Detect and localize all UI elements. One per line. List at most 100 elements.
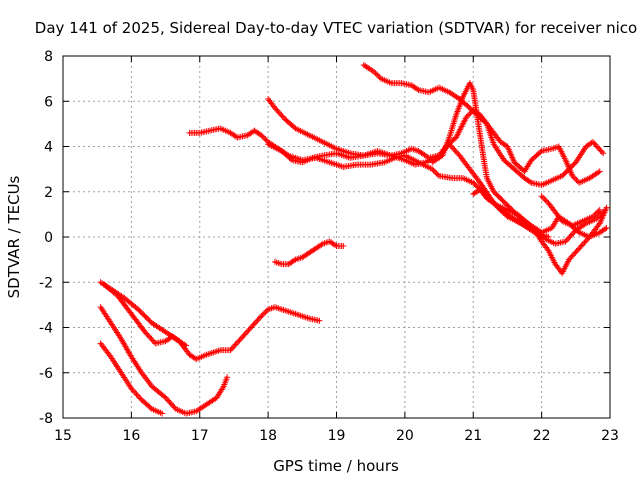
data-point bbox=[566, 234, 573, 241]
data-point bbox=[149, 337, 156, 344]
data-point bbox=[571, 250, 578, 257]
data-point bbox=[577, 243, 584, 250]
data-point bbox=[129, 387, 136, 394]
data-point bbox=[429, 166, 436, 173]
data-point bbox=[592, 210, 599, 217]
data-point bbox=[539, 194, 546, 201]
data-point bbox=[567, 232, 574, 239]
data-point bbox=[596, 206, 603, 213]
data-point bbox=[538, 193, 545, 200]
data-point bbox=[569, 252, 576, 259]
data-point bbox=[250, 321, 257, 328]
data-point bbox=[371, 68, 378, 75]
series-arc-3 bbox=[97, 304, 231, 417]
data-point bbox=[572, 249, 579, 256]
data-point bbox=[277, 110, 284, 117]
data-point bbox=[170, 403, 177, 410]
data-point bbox=[524, 220, 531, 227]
data-point bbox=[581, 239, 588, 246]
data-point bbox=[136, 394, 143, 401]
data-point bbox=[263, 307, 270, 314]
x-axis-label: GPS time / hours bbox=[273, 457, 399, 475]
data-point bbox=[592, 141, 599, 148]
data-point bbox=[433, 170, 440, 177]
data-point bbox=[466, 105, 473, 112]
data-point bbox=[340, 243, 347, 250]
x-tick-label: 18 bbox=[259, 428, 277, 444]
data-point bbox=[128, 385, 135, 392]
data-point bbox=[568, 231, 575, 238]
data-point bbox=[544, 198, 551, 205]
data-point bbox=[562, 238, 569, 245]
data-point bbox=[145, 333, 152, 340]
data-point bbox=[570, 230, 577, 237]
data-point bbox=[144, 331, 151, 338]
data-point bbox=[596, 168, 603, 175]
data-point bbox=[237, 335, 244, 342]
y-tick-label: 0 bbox=[44, 230, 53, 246]
data-point bbox=[159, 410, 166, 417]
data-point bbox=[569, 172, 576, 179]
data-point bbox=[588, 139, 595, 146]
data-point bbox=[451, 146, 458, 153]
x-tick-label: 19 bbox=[328, 428, 346, 444]
data-point bbox=[168, 401, 175, 408]
data-point bbox=[597, 147, 604, 154]
data-point bbox=[178, 339, 185, 346]
data-point bbox=[603, 204, 610, 211]
data-point bbox=[332, 242, 339, 249]
data-point bbox=[134, 392, 141, 399]
data-point bbox=[316, 317, 323, 324]
data-point bbox=[235, 338, 242, 345]
data-point bbox=[251, 320, 258, 327]
data-point bbox=[602, 225, 609, 232]
data-point bbox=[261, 134, 268, 141]
x-tick-label: 21 bbox=[464, 428, 482, 444]
data-point bbox=[261, 310, 268, 317]
data-point bbox=[242, 330, 249, 337]
data-point bbox=[565, 235, 572, 242]
data-point bbox=[271, 105, 278, 112]
x-tick-label: 23 bbox=[601, 428, 619, 444]
series-arc-9 bbox=[360, 62, 603, 186]
data-point bbox=[594, 209, 601, 216]
data-point bbox=[162, 394, 169, 401]
data-point bbox=[567, 255, 574, 262]
data-point bbox=[595, 144, 602, 151]
data-point bbox=[231, 342, 238, 349]
data-series bbox=[97, 62, 610, 417]
data-point bbox=[593, 215, 600, 222]
data-point bbox=[464, 112, 471, 119]
data-point bbox=[580, 241, 587, 248]
data-point bbox=[574, 246, 581, 253]
data-point bbox=[142, 329, 149, 336]
data-point bbox=[589, 213, 596, 220]
data-point bbox=[463, 114, 470, 121]
data-point bbox=[595, 208, 602, 215]
data-point bbox=[232, 341, 239, 348]
data-point bbox=[259, 311, 266, 318]
data-point bbox=[228, 345, 235, 352]
series-arc-4 bbox=[97, 340, 166, 417]
data-point bbox=[249, 323, 256, 330]
data-point bbox=[537, 230, 544, 237]
data-point bbox=[542, 197, 549, 204]
data-point bbox=[563, 237, 570, 244]
data-point bbox=[240, 332, 247, 339]
data-point bbox=[183, 342, 190, 349]
data-point bbox=[582, 238, 589, 245]
data-point bbox=[291, 257, 298, 264]
data-point bbox=[259, 133, 266, 140]
data-point bbox=[165, 397, 172, 404]
data-point bbox=[430, 167, 437, 174]
data-point bbox=[280, 114, 287, 121]
data-point bbox=[148, 336, 155, 343]
tick-labels: 15 16 17 18 19 20 21 22 23 -8 -6 -4 -2 0 2 4 6 8 bbox=[39, 49, 619, 444]
data-point bbox=[147, 334, 154, 341]
data-point bbox=[593, 143, 600, 150]
data-point bbox=[143, 330, 150, 337]
series-arc-8 bbox=[265, 107, 607, 188]
data-point bbox=[448, 144, 455, 151]
x-tick-label: 17 bbox=[191, 428, 209, 444]
data-point bbox=[591, 212, 598, 219]
